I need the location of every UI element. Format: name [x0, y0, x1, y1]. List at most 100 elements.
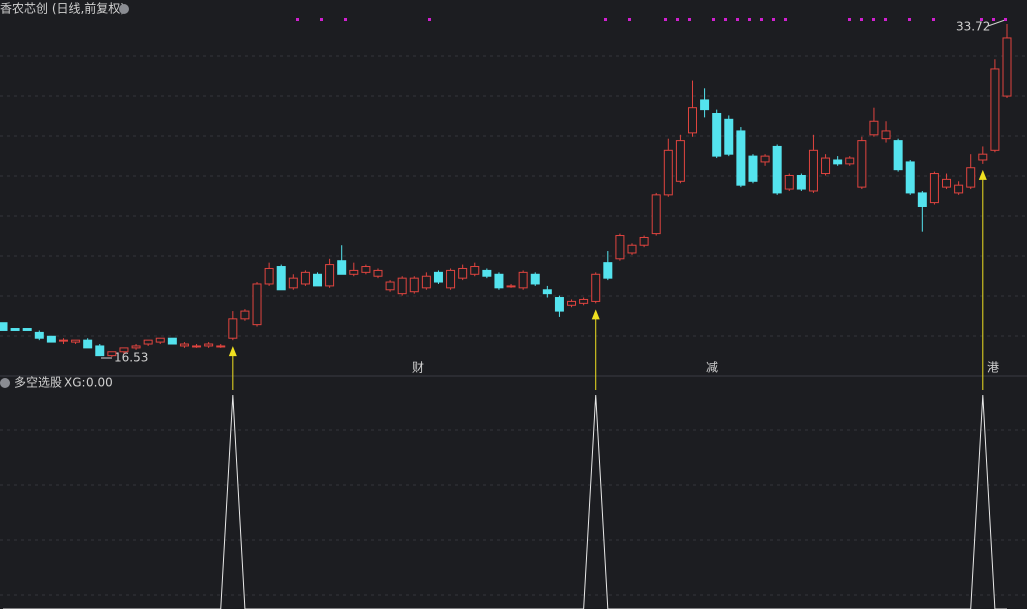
signal-arrow-head — [591, 309, 600, 320]
signal-dot — [860, 18, 863, 21]
candle-body — [917, 192, 927, 207]
grid — [0, 55, 1027, 596]
signal-dot — [848, 18, 851, 21]
candle-body — [58, 339, 68, 342]
candle-body — [675, 140, 685, 182]
signal-dot — [772, 18, 775, 21]
candle-body — [651, 194, 661, 235]
candle-body — [1002, 37, 1012, 97]
candle-body — [264, 267, 274, 285]
candle-body — [542, 289, 552, 295]
signal-arrow-head — [978, 169, 987, 180]
candle-body — [131, 345, 141, 349]
candle-body — [143, 339, 153, 345]
signal-dot — [344, 18, 347, 21]
candle-body — [337, 260, 347, 275]
low-label: 16.53 — [114, 351, 148, 365]
signal-dot — [760, 18, 763, 21]
candle-body — [712, 112, 722, 157]
candle-body — [700, 99, 710, 111]
candle-body — [772, 145, 782, 194]
signal-arrow-head — [228, 346, 237, 357]
candle-body — [252, 283, 262, 326]
candle-body — [833, 159, 843, 165]
candle-body — [821, 157, 831, 175]
candle-body — [736, 130, 746, 186]
candle-body — [494, 273, 504, 289]
candle-body — [397, 277, 407, 295]
candle-body — [627, 244, 637, 254]
high-pointer — [987, 19, 1006, 27]
candle-body — [857, 140, 867, 188]
settings-icon[interactable] — [119, 4, 129, 14]
candle-body — [83, 339, 93, 349]
candle-body — [446, 269, 456, 289]
signal-dot — [688, 18, 691, 21]
signal-dot — [992, 18, 995, 21]
candle-body — [591, 273, 601, 302]
candle-body — [905, 161, 915, 194]
candle-body — [240, 310, 250, 320]
candle-body — [663, 149, 673, 196]
candle-body — [796, 174, 806, 190]
candle-body — [724, 118, 734, 155]
candle-body — [325, 264, 335, 287]
signal-dot — [664, 18, 667, 21]
candle-body — [579, 298, 589, 304]
candle-body — [881, 130, 891, 140]
candle-body — [216, 345, 226, 348]
candle-body — [615, 235, 625, 260]
signal-dot — [1004, 18, 1007, 21]
candle-body — [808, 149, 818, 192]
candle-body — [71, 339, 81, 343]
candle-body — [687, 107, 697, 134]
indicator-icon[interactable] — [0, 378, 10, 388]
candle-body — [482, 269, 492, 277]
candle-body — [554, 297, 564, 312]
candle-body — [34, 331, 44, 339]
candle-body — [470, 266, 480, 275]
candle-body — [603, 262, 613, 279]
candle-body — [373, 269, 383, 277]
event-tag: 减 — [706, 361, 718, 375]
candle-body — [95, 345, 105, 357]
candle-body — [990, 68, 1000, 151]
signal-dot — [932, 18, 935, 21]
candle-body — [409, 277, 419, 293]
signal-dot — [428, 18, 431, 21]
candle-body — [300, 271, 310, 285]
candle-body — [22, 328, 32, 331]
signal-dot — [628, 18, 631, 21]
candle-body — [361, 266, 371, 273]
signal-dot — [748, 18, 751, 21]
candle-body — [179, 343, 189, 347]
candle-body — [978, 153, 988, 161]
signal-dot — [320, 18, 323, 21]
signal-dot — [980, 18, 983, 21]
xg-line — [3, 394, 1007, 609]
signal-dot — [604, 18, 607, 21]
signal-dot — [296, 18, 299, 21]
candle-body — [119, 347, 129, 353]
candle-body — [10, 328, 20, 331]
candle-body — [46, 335, 56, 343]
candle-body — [433, 271, 443, 283]
candle-body — [228, 318, 238, 339]
signal-dot — [712, 18, 715, 21]
candle-body — [458, 267, 468, 279]
candle-body — [313, 273, 323, 287]
signal-dot — [884, 18, 887, 21]
event-tag: 财 — [412, 361, 424, 375]
signal-dot — [676, 18, 679, 21]
candle-body — [966, 167, 976, 188]
candle-body — [893, 140, 903, 171]
candle-body — [954, 184, 964, 194]
candle-body — [192, 345, 202, 348]
signal-dot — [724, 18, 727, 21]
signal-dot — [872, 18, 875, 21]
signal-dot — [784, 18, 787, 21]
candle-body — [845, 157, 855, 165]
high-label: 33.72 — [956, 20, 990, 34]
candle-body — [942, 178, 952, 188]
